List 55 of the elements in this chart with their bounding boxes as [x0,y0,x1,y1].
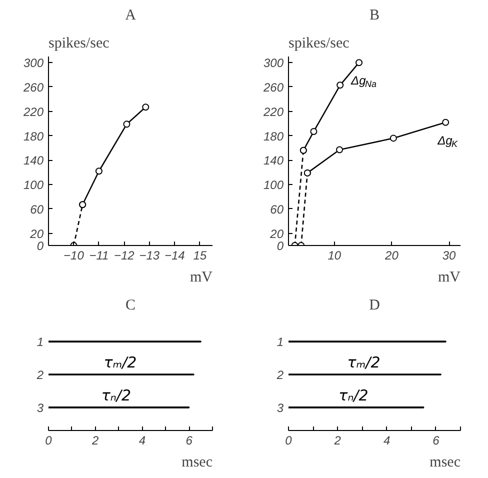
y-tick-label: 300 [263,56,284,70]
y-tick-label: 140 [263,154,284,168]
chart-title: A [125,8,136,24]
y-tick-label: 20 [29,226,44,241]
y-tick-label: 1 [36,335,44,350]
annotation: τₙ/2 [101,386,132,404]
y-tick-label: 180 [23,129,44,144]
x-tick-label: 0 [285,434,292,448]
y-tick-label: 220 [22,104,44,119]
x-tick-label: −11 [89,248,109,262]
x-tick-label: −12 [114,248,135,262]
x-axis-title: mV [438,270,461,286]
x-tick-label: 6 [186,434,193,448]
y-tick-label: 140 [23,154,44,168]
annotation: τₙ/2 [338,386,368,404]
x-axis-title: msec [182,454,213,470]
x-tick-label: 15 [193,248,207,262]
y-tick-label: 60 [30,202,44,216]
y-tick-label: 220 [262,104,284,119]
y-tick-label: 3 [36,400,44,415]
y-tick-label: 20 [269,226,284,241]
x-tick-label: 2 [333,434,342,448]
y-tick-label: 260 [262,80,284,94]
y-tick-label: 0 [276,239,284,253]
chart-title: D [369,298,380,314]
y-tick-label: 180 [263,129,284,144]
annotation: τₘ/2 [347,354,380,372]
y-tick-label: 260 [22,80,44,94]
y-tick-label: 2 [36,368,44,382]
y-tick-label: 300 [23,56,44,70]
y-axis-title: spikes/sec [288,36,350,52]
y-tick-label: 100 [23,178,44,192]
y-axis-title: spikes/sec [48,36,110,52]
y-tick-label: 60 [270,202,284,216]
x-tick-label: 20 [384,248,399,262]
y-tick-label: 0 [36,239,44,253]
y-tick-label: 3 [276,400,284,415]
x-tick-label: 6 [432,434,440,448]
chart-title: B [370,8,380,24]
x-axis-title: mV [190,270,213,286]
x-tick-label: 4 [383,434,390,448]
x-tick-label: −14 [164,248,186,262]
x-tick-label: 30 [442,248,456,262]
x-tick-label: −10 [64,248,84,262]
x-tick-label: 2 [91,434,100,448]
x-tick-label: 0 [45,434,52,448]
x-tick-label: 4 [138,434,146,448]
y-tick-label: 100 [263,178,284,192]
y-tick-label: 1 [276,335,284,350]
x-tick-label: −13 [139,248,160,262]
x-tick-label: 10 [328,248,342,262]
x-axis-title: msec [430,454,461,470]
annotation: τₘ/2 [104,354,137,372]
y-tick-label: 2 [276,368,284,382]
chart-title: C [126,298,136,314]
